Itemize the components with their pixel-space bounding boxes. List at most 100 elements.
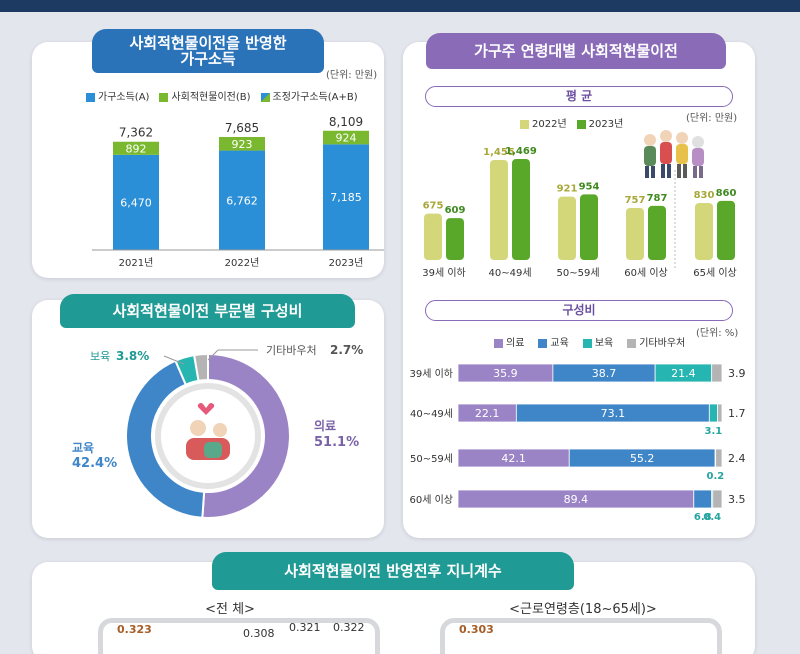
- age-comp-segment-label: 22.1: [475, 407, 500, 420]
- gini-left-heading: <전 체>: [205, 602, 255, 617]
- age-avg-bar: [695, 202, 713, 260]
- income-total-label: 8,109: [329, 115, 363, 129]
- average-pill: 평 균: [425, 86, 733, 107]
- age-comp-bar-segment: [711, 363, 723, 383]
- donut-leader-line: [207, 349, 219, 361]
- family-icon: [213, 423, 227, 437]
- legend-swatch: [576, 119, 586, 129]
- income-bar-a: [113, 154, 159, 250]
- age-comp-y-tick-label: 50~59세: [410, 453, 453, 465]
- gini-left-value: 0.322: [333, 621, 365, 634]
- age-comp-segment-label: 35.9: [493, 367, 518, 380]
- legend-swatch: [260, 92, 270, 102]
- family-icon: [204, 442, 222, 458]
- age-comp-segment-label: 0.2: [707, 471, 725, 482]
- income-bar-b: [219, 136, 265, 151]
- income-bar-b-label: 924: [336, 132, 357, 145]
- legend-swatch: [159, 92, 169, 102]
- age-comp-segment-label: 3.9: [728, 367, 746, 380]
- donut-label-value: 3.8%: [116, 349, 149, 363]
- age-avg-x-tick-label: 40~49세: [488, 267, 531, 279]
- legend-item-medical: 의료: [494, 334, 524, 349]
- age-avg-bar: [424, 213, 442, 260]
- legend-item-2023: 2023년: [576, 115, 623, 130]
- age-composition-chart: 39세 이하 35.9 38.7 21.4 3.9 40~49세 22.1 73.1 3.1 1.…: [409, 363, 746, 523]
- age-comp-segment-label: 38.7: [592, 367, 617, 380]
- income-title-line1: 사회적현물이전을 반영한: [129, 34, 287, 52]
- legend-item-childcare: 보육: [582, 334, 613, 349]
- income-bar-b: [323, 130, 369, 145]
- age-avg-bar: [490, 159, 508, 260]
- income-bar-b-label: 892: [126, 142, 147, 155]
- donut-label-name: 기타바우처: [266, 344, 317, 357]
- income-unit: (단위: 만원): [326, 70, 378, 81]
- age-comp-bar-segment: [712, 489, 723, 509]
- age-comp-segment-label: 55.2: [630, 452, 655, 465]
- heart-icon: [197, 403, 215, 415]
- legend-swatch: [627, 338, 637, 348]
- income-title-line2: 가구소득: [180, 50, 236, 68]
- age-avg-bar-label: 860: [716, 188, 737, 199]
- composition-legend: 의료 교육 보육 기타바우처: [494, 334, 685, 349]
- composition-unit: (단위: %): [696, 328, 739, 339]
- income-total-label: 7,685: [225, 121, 259, 135]
- income-bar-a-label: 7,185: [330, 191, 362, 204]
- age-avg-x-tick-label: 39세 이하: [422, 266, 466, 279]
- age-comp-y-tick-label: 60세 이상: [409, 494, 453, 506]
- legend-item-household-income: 가구소득(A): [86, 88, 149, 103]
- donut-label-name: 보육: [90, 350, 110, 363]
- composition-pill: 구성비: [425, 300, 733, 321]
- legend-swatch: [520, 119, 529, 129]
- age-avg-bar-label: 787: [647, 193, 668, 204]
- age-avg-bar-label: 830: [694, 190, 715, 201]
- age-comp-y-tick-label: 40~49세: [410, 408, 453, 420]
- income-x-tick-label: 2023년: [329, 257, 364, 269]
- age-avg-bar: [626, 207, 644, 260]
- age-comp-bar-segment: [717, 403, 723, 423]
- gini-right-heading: <근로연령층(18~65세)>: [509, 602, 657, 617]
- donut-leader-line: [163, 355, 185, 365]
- age-avg-bar-label: 1,455: [483, 147, 515, 158]
- donut-label-name: 의료: [314, 418, 336, 433]
- age-avg-bar-label: 609: [445, 205, 466, 216]
- age-comp-segment-label: 1.7: [728, 407, 746, 420]
- age-avg-bar: [648, 205, 666, 260]
- donut-slice: [125, 359, 206, 519]
- age-avg-bar: [446, 218, 464, 260]
- age-avg-bar-label: 954: [579, 181, 600, 192]
- donut-label-value: 2.7%: [330, 343, 363, 357]
- age-comp-segment-label: 89.4: [564, 493, 589, 506]
- gini-right-panel: 0.303: [440, 618, 722, 654]
- gini-left-value: 0.323: [117, 623, 152, 636]
- gini-left-value: 0.321: [289, 621, 321, 634]
- gini-left-panel: 0.323 0.308 0.321 0.322: [98, 618, 380, 654]
- donut-slice: [201, 352, 291, 519]
- age-comp-bar-segment: [708, 403, 718, 423]
- age-comp-segment-label: 3.5: [728, 493, 746, 506]
- average-legend: 2022년 2023년: [520, 115, 623, 130]
- age-comp-segment-label: 42.1: [501, 452, 526, 465]
- elderly-people-illustration: [644, 130, 704, 178]
- legend-swatch: [538, 338, 548, 348]
- age-avg-x-tick-label: 65세 이상: [693, 267, 737, 279]
- gini-card-title: 사회적현물이전 반영전후 지니계수: [212, 552, 574, 590]
- legend-item-voucher: 기타바우처: [627, 334, 685, 349]
- age-comp-bar-segment: [693, 489, 713, 509]
- donut-slice: [193, 352, 209, 382]
- age-avg-bar: [717, 200, 735, 260]
- income-legend: 가구소득(A) 사회적현물이전(B) 조정가구소득(A+B): [86, 88, 358, 103]
- income-bar-a-label: 6,762: [226, 194, 258, 207]
- age-comp-segment-label: 6.8: [694, 512, 712, 523]
- income-x-tick-label: 2021년: [119, 257, 154, 269]
- age-comp-bar-segment: [715, 448, 723, 468]
- legend-swatch: [86, 92, 95, 102]
- age-card-title: 가구주 연령대별 사회적현물이전: [426, 33, 726, 69]
- age-avg-x-tick-label: 50~59세: [556, 267, 599, 279]
- income-card-title: 사회적현물이전을 반영한 가구소득: [92, 29, 324, 73]
- top-bar: [0, 0, 800, 12]
- age-comp-segment-label: 21.4: [671, 367, 696, 380]
- gini-right-value: 0.303: [459, 623, 494, 636]
- legend-item-social-transfer: 사회적현물이전(B): [159, 88, 251, 103]
